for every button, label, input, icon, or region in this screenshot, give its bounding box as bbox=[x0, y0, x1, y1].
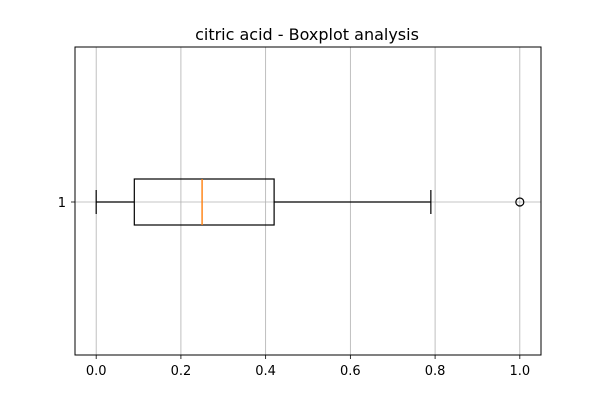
x-tick-label: 0.0 bbox=[86, 364, 107, 379]
x-tick-label: 0.8 bbox=[425, 364, 446, 379]
box-layer bbox=[95, 178, 525, 226]
x-tick-label: 1.0 bbox=[509, 364, 530, 379]
y-tick-label: 1 bbox=[58, 196, 66, 211]
x-tick-label: 0.2 bbox=[171, 364, 192, 379]
axis-layer: 0.0 0.2 0.4 0.6 0.8 1.0 1 bbox=[58, 196, 530, 379]
x-tick-label: 0.6 bbox=[340, 364, 361, 379]
plot-frame bbox=[74, 46, 542, 356]
outlier-point bbox=[515, 197, 525, 207]
iqr-box bbox=[133, 178, 275, 226]
x-tick-label: 0.4 bbox=[255, 364, 276, 379]
chart-title: citric acid - Boxplot analysis bbox=[195, 25, 419, 44]
